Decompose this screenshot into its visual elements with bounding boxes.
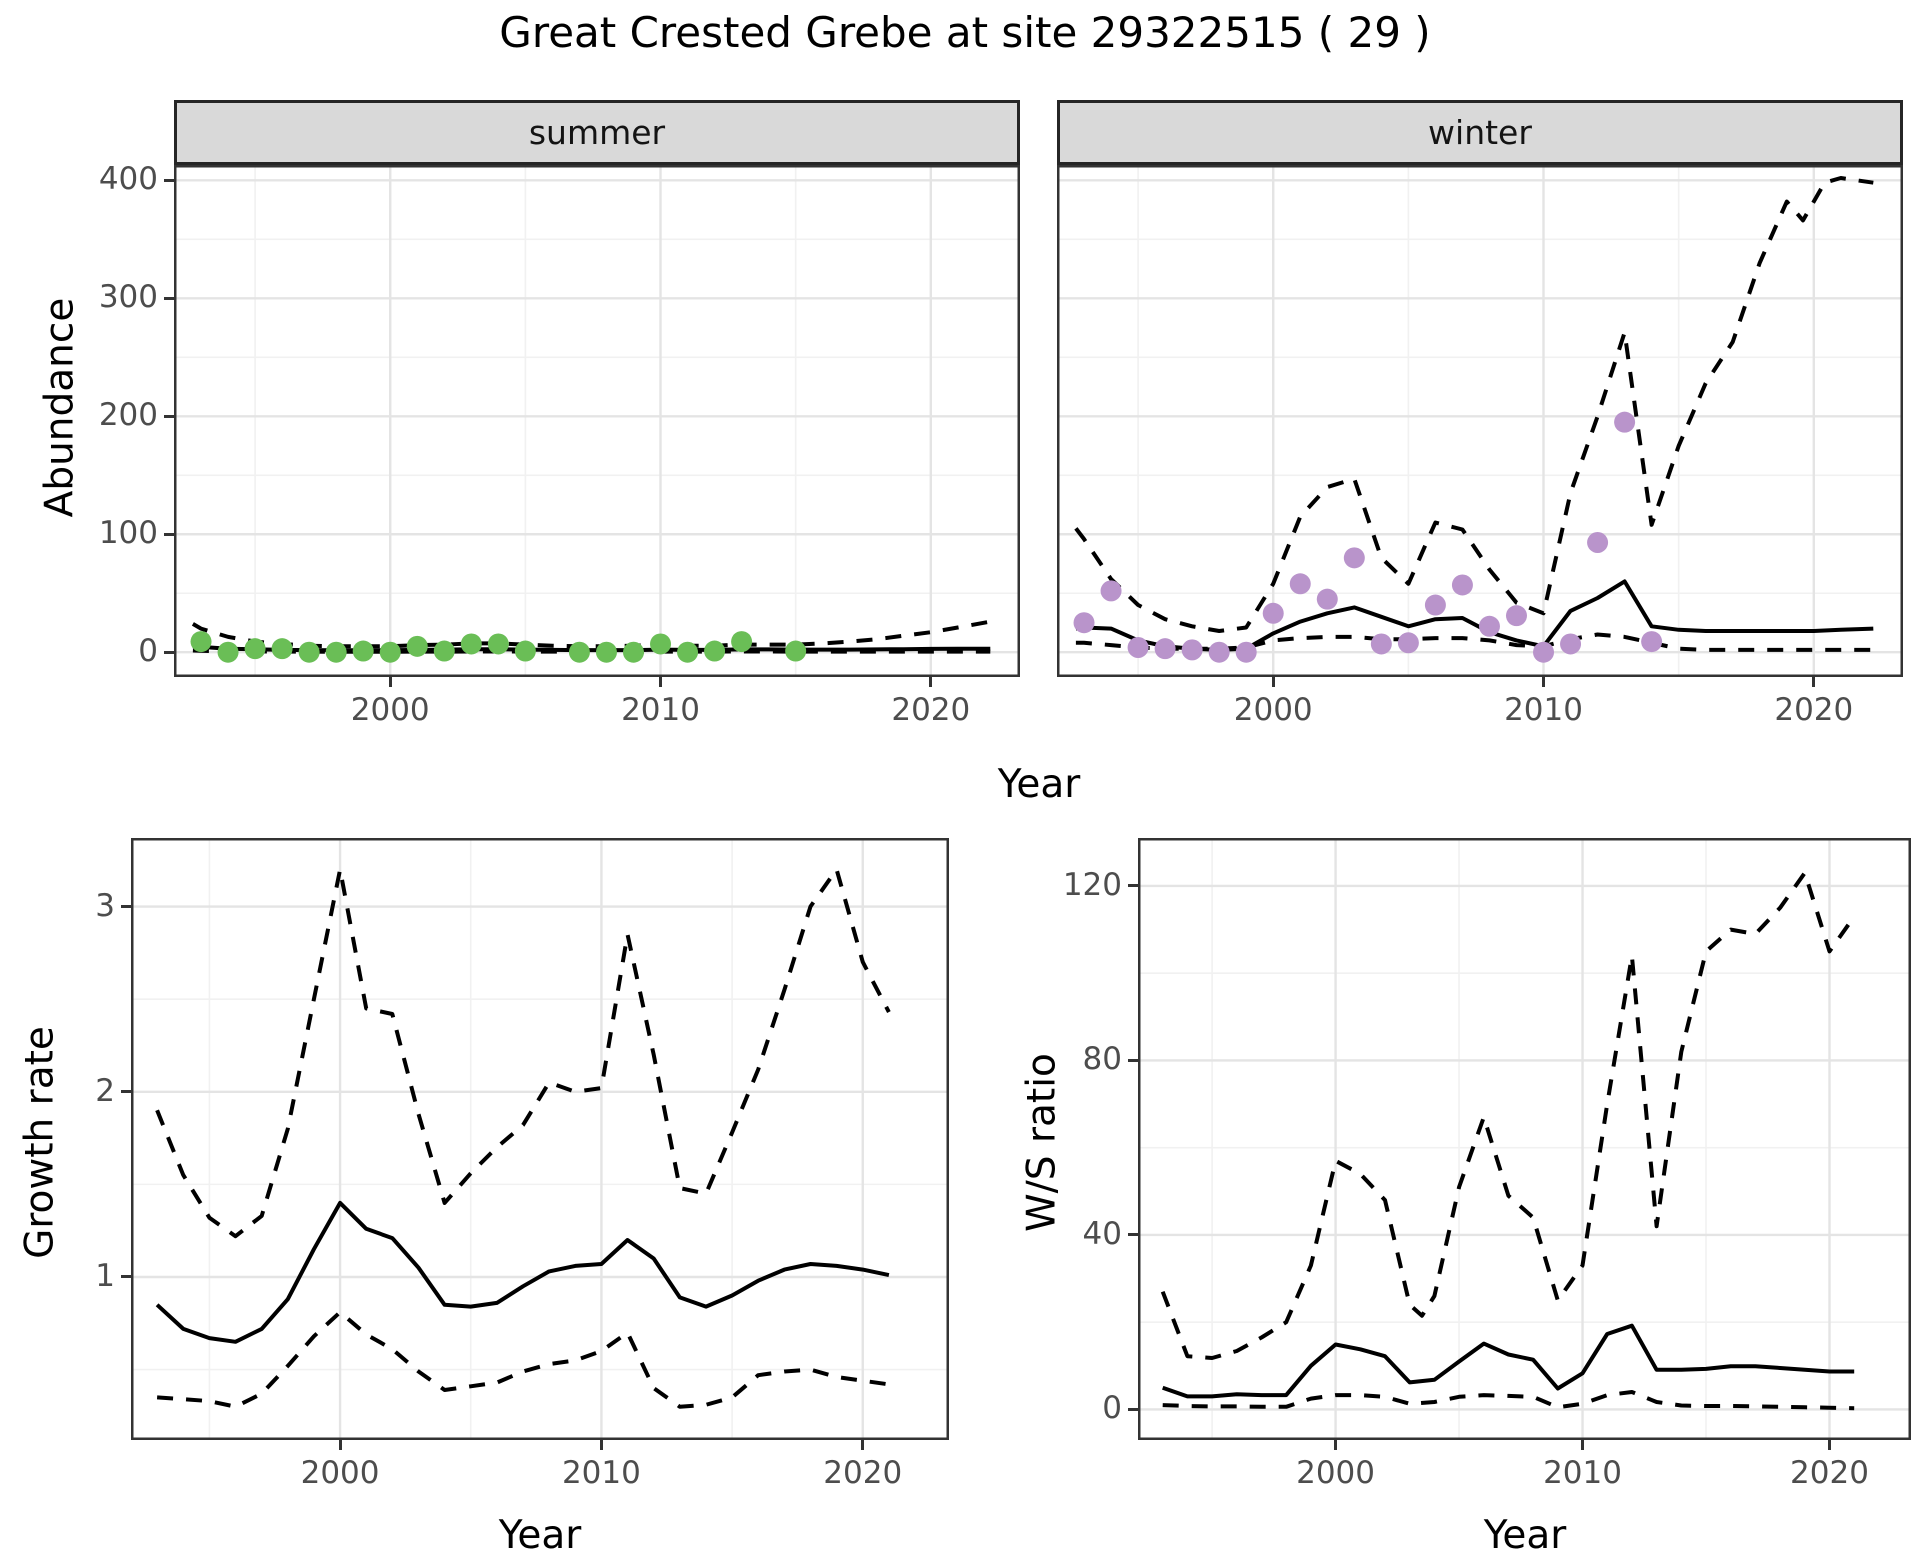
x-axis-title-year-bottom-right: Year (1483, 1513, 1567, 1558)
x-tick-label-summer-2000: 2000 (350, 692, 430, 728)
tick-mark (1542, 677, 1546, 687)
x-tick-label-summer-2020: 2020 (891, 692, 971, 728)
series-upper_ci (1074, 176, 1874, 633)
chart-title: Great Crested Grebe at site 29322515 ( 2… (499, 8, 1431, 57)
tick-mark (861, 1440, 865, 1450)
x-tick-label-winter-2000: 2000 (1233, 692, 1313, 728)
tick-mark (599, 1440, 603, 1450)
y-tick-label-summer-300: 300 (98, 279, 158, 316)
panel-abundance-winter (1057, 165, 1903, 677)
x-axis-title-year-top: Year (997, 762, 1081, 807)
tick-mark (1828, 1440, 1831, 1450)
x-tick-label-winter-2020: 2020 (1774, 692, 1854, 728)
tick-mark (121, 905, 131, 909)
tick-mark (164, 532, 174, 536)
x-tick-label-ws_ratio-2010: 2010 (1543, 1455, 1622, 1491)
y-tick-label-ws_ratio-40: 40 (1082, 1215, 1122, 1252)
tick-mark (1334, 1440, 1338, 1450)
tick-mark (164, 650, 174, 654)
y-tick-label-summer-200: 200 (98, 397, 158, 434)
tick-mark (121, 1090, 131, 1094)
y-tick-label-ws_ratio-80: 80 (1082, 1041, 1122, 1078)
series-median (1162, 1323, 1855, 1399)
tick-mark (1128, 1058, 1138, 1062)
y-tick-label-growth_rate-3: 3 (95, 887, 115, 924)
series-lower_ci (1162, 1390, 1855, 1411)
x-tick-label-ws_ratio-2020: 2020 (1790, 1455, 1869, 1491)
tick-mark (659, 677, 663, 687)
x-tick-label-winter-2010: 2010 (1504, 692, 1583, 728)
tick-mark (164, 414, 174, 418)
y-tick-label-summer-400: 400 (98, 161, 158, 198)
panel-growth-rate (131, 838, 949, 1440)
tick-mark (1128, 1233, 1138, 1237)
tick-mark (338, 1440, 342, 1450)
series-upper_ci (1160, 870, 1856, 1360)
facet-strip-summer: summer (174, 100, 1020, 165)
tick-mark (929, 677, 933, 687)
y-tick-label-ws_ratio-0: 0 (1102, 1390, 1122, 1427)
tick-mark (1128, 884, 1138, 888)
tick-mark (1581, 1440, 1585, 1450)
panel-ws-ratio (1138, 838, 1911, 1440)
y-tick-label-summer-100: 100 (98, 515, 158, 552)
x-tick-label-ws_ratio-2000: 2000 (1296, 1455, 1376, 1491)
y-tick-label-ws_ratio-120: 120 (1062, 866, 1122, 903)
series-upper_ci (155, 867, 891, 1239)
x-axis-title-year-bottom-left: Year (498, 1513, 582, 1558)
tick-mark (121, 1275, 131, 1279)
y-tick-label-growth_rate-2: 2 (95, 1072, 115, 1109)
tick-mark (1812, 677, 1816, 687)
x-tick-label-growth_rate-2010: 2010 (561, 1455, 641, 1491)
tick-mark (164, 296, 174, 300)
tick-mark (1128, 1407, 1138, 1411)
panel-abundance-summer (174, 165, 1020, 677)
series-median (155, 1200, 890, 1344)
facet-strip-winter-label: winter (1428, 113, 1532, 152)
tick-mark (1271, 677, 1275, 687)
facet-strip-winter: winter (1057, 100, 1903, 165)
facet-strip-summer-label: summer (528, 113, 666, 152)
tick-mark (388, 677, 392, 687)
x-tick-label-summer-2010: 2010 (621, 692, 700, 728)
tick-mark (164, 178, 174, 182)
y-tick-label-summer-0: 0 (138, 633, 158, 670)
series-lower_ci (156, 1310, 890, 1409)
x-tick-label-growth_rate-2000: 2000 (300, 1455, 380, 1491)
y-tick-label-growth_rate-1: 1 (95, 1257, 115, 1294)
y-axis-title-growth-rate: Growth rate (17, 1026, 63, 1259)
x-tick-label-growth_rate-2020: 2020 (823, 1455, 903, 1491)
